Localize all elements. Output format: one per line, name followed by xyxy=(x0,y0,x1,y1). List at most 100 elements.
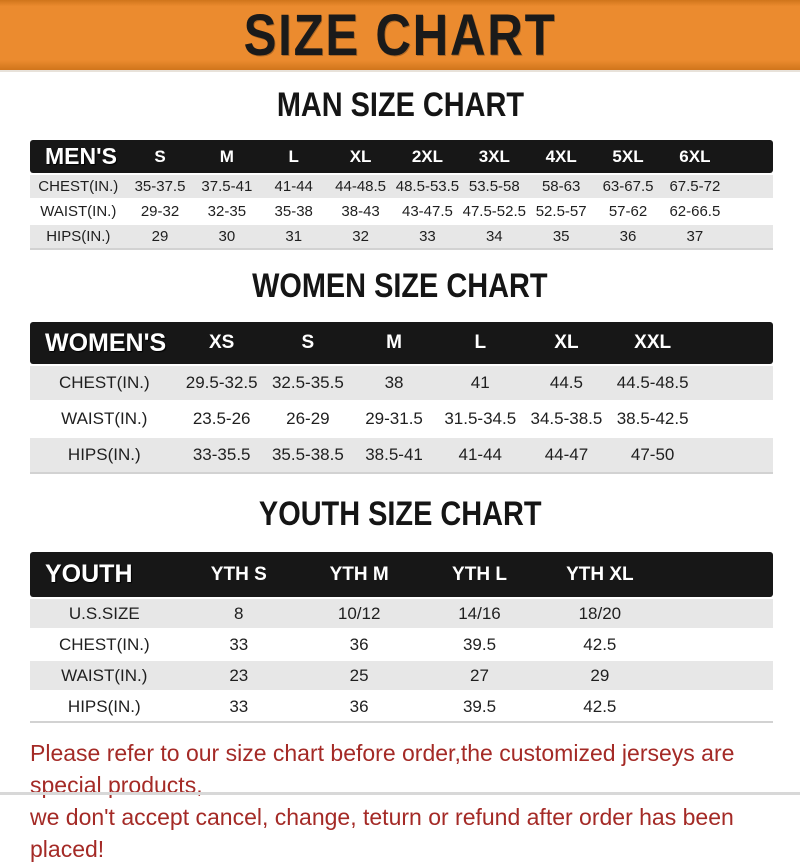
size-value-cell: 10/12 xyxy=(298,597,420,628)
size-value-cell: 62-66.5 xyxy=(661,198,729,223)
column-header: YTH XL xyxy=(539,552,661,597)
section-title: WOMEN SIZE CHART xyxy=(0,268,800,304)
row-label: CHEST(IN.) xyxy=(30,364,179,400)
youth-size-table: YOUTH YTH S YTH M YTH L YTH XL U.S.SIZE 8 10/12… xyxy=(30,552,773,723)
row-label: U.S.SIZE xyxy=(30,597,179,628)
youth-size-chart-section: YOUTH SIZE CHART YOUTH YTH S YTH M YTH L YTH … xyxy=(0,496,800,723)
size-chart-banner: SIZE CHART xyxy=(0,0,800,72)
column-header: XL xyxy=(327,140,395,173)
disclaimer-line-2: we don't accept cancel, change, teturn o… xyxy=(30,804,734,862)
column-header: XS xyxy=(178,322,265,364)
section-title: YOUTH SIZE CHART xyxy=(0,496,800,532)
spacer-cell xyxy=(728,198,773,223)
section-title-text: WOMEN SIZE CHART xyxy=(252,267,548,305)
column-header: L xyxy=(437,322,524,364)
section-title-text: YOUTH SIZE CHART xyxy=(258,495,542,533)
size-value-cell: 52.5-57 xyxy=(527,198,595,223)
banner-title: SIZE CHART xyxy=(243,2,557,68)
spacer-cell xyxy=(728,173,773,198)
size-value-cell: 47-50 xyxy=(609,436,696,472)
column-header: L xyxy=(260,140,328,173)
table-corner-label: MEN'S xyxy=(30,140,127,173)
size-value-cell: 38-43 xyxy=(327,198,395,223)
size-value-cell: 39.5 xyxy=(419,690,540,721)
table-row: CHEST(IN.) 35-37.5 37.5-41 41-44 44-48.5 48.5… xyxy=(30,173,773,198)
row-label: CHEST(IN.) xyxy=(30,628,179,659)
size-value-cell: 34.5-38.5 xyxy=(523,400,610,436)
bottom-divider xyxy=(0,792,800,795)
size-value-cell: 8 xyxy=(178,597,299,628)
size-value-cell: 33-35.5 xyxy=(178,436,265,472)
disclaimer-line-1: Please refer to our size chart before or… xyxy=(30,740,735,798)
size-value-cell: 29-31.5 xyxy=(350,400,438,436)
row-label: HIPS(IN.) xyxy=(30,690,179,721)
size-value-cell: 37.5-41 xyxy=(193,173,261,198)
column-header: 4XL xyxy=(527,140,595,173)
size-value-cell: 18/20 xyxy=(539,597,661,628)
column-header: 5XL xyxy=(594,140,662,173)
size-value-cell: 29 xyxy=(126,223,194,248)
row-label: HIPS(IN.) xyxy=(30,436,179,472)
column-header: YTH S xyxy=(178,552,299,597)
table-row: HIPS(IN.) 29 30 31 32 33 34 35 36 37 xyxy=(30,223,773,248)
size-value-cell: 32.5-35.5 xyxy=(264,364,351,400)
women-size-chart-section: WOMEN SIZE CHART WOMEN'S XS S M L XL XXL CHEST(I… xyxy=(0,268,800,474)
header-band-row: YOUTH YTH S YTH M YTH L YTH XL xyxy=(30,552,773,597)
size-value-cell: 32 xyxy=(327,223,395,248)
column-header: XL xyxy=(523,322,610,364)
size-value-cell: 41-44 xyxy=(260,173,328,198)
column-header: YTH L xyxy=(419,552,540,597)
size-value-cell: 27 xyxy=(419,659,540,690)
column-header: 6XL xyxy=(661,140,729,173)
size-value-cell: 30 xyxy=(193,223,261,248)
size-value-cell: 33 xyxy=(394,223,461,248)
spacer-cell xyxy=(660,597,773,628)
size-value-cell: 41-44 xyxy=(437,436,524,472)
row-label: WAIST(IN.) xyxy=(30,400,179,436)
size-value-cell: 36 xyxy=(594,223,662,248)
size-value-cell: 43-47.5 xyxy=(394,198,461,223)
size-value-cell: 23.5-26 xyxy=(178,400,265,436)
size-value-cell: 44-47 xyxy=(523,436,610,472)
size-value-cell: 39.5 xyxy=(419,628,540,659)
table-row: WAIST(IN.) 23.5-26 26-29 29-31.5 31.5-34.5 34… xyxy=(30,400,773,436)
column-header: YTH M xyxy=(298,552,420,597)
table-row: HIPS(IN.) 33 36 39.5 42.5 xyxy=(30,690,773,721)
table-row: WAIST(IN.) 23 25 27 29 xyxy=(30,659,773,690)
column-header: 3XL xyxy=(460,140,528,173)
section-title: MAN SIZE CHART xyxy=(0,87,800,123)
spacer-cell xyxy=(660,552,773,597)
column-header: XXL xyxy=(609,322,696,364)
size-value-cell: 14/16 xyxy=(419,597,540,628)
size-value-cell: 47.5-52.5 xyxy=(460,198,528,223)
size-value-cell: 38.5-42.5 xyxy=(609,400,696,436)
spacer-cell xyxy=(728,223,773,248)
size-value-cell: 36 xyxy=(298,628,420,659)
men-size-chart-section: MAN SIZE CHART MEN'S S M L XL 2XL 3XL 4XL 5XL 6XL C… xyxy=(0,87,800,250)
size-value-cell: 35 xyxy=(527,223,595,248)
row-label: WAIST(IN.) xyxy=(30,659,179,690)
size-value-cell: 37 xyxy=(661,223,729,248)
size-value-cell: 35-38 xyxy=(260,198,328,223)
size-value-cell: 31.5-34.5 xyxy=(437,400,524,436)
women-size-table: WOMEN'S XS S M L XL XXL CHEST(IN.) 29.5-32.5 32.5… xyxy=(30,322,773,474)
table-row: HIPS(IN.) 33-35.5 35.5-38.5 38.5-41 41-44 44-… xyxy=(30,436,773,472)
spacer-cell xyxy=(660,690,773,721)
size-value-cell: 26-29 xyxy=(264,400,351,436)
size-value-cell: 35-37.5 xyxy=(126,173,194,198)
size-value-cell: 53.5-58 xyxy=(460,173,528,198)
column-header: 2XL xyxy=(394,140,461,173)
size-value-cell: 42.5 xyxy=(539,690,661,721)
row-label: HIPS(IN.) xyxy=(30,223,127,248)
spacer-cell xyxy=(695,400,773,436)
size-chart-sections: MAN SIZE CHART MEN'S S M L XL 2XL 3XL 4XL 5XL 6XL C… xyxy=(0,87,800,723)
size-value-cell: 25 xyxy=(298,659,420,690)
size-value-cell: 58-63 xyxy=(527,173,595,198)
table-corner-label: WOMEN'S xyxy=(30,322,179,364)
spacer-cell xyxy=(660,628,773,659)
header-band-row: MEN'S S M L XL 2XL 3XL 4XL 5XL 6XL xyxy=(30,140,773,173)
size-value-cell: 34 xyxy=(460,223,528,248)
size-value-cell: 38 xyxy=(350,364,438,400)
size-value-cell: 44.5 xyxy=(523,364,610,400)
column-header: M xyxy=(193,140,261,173)
